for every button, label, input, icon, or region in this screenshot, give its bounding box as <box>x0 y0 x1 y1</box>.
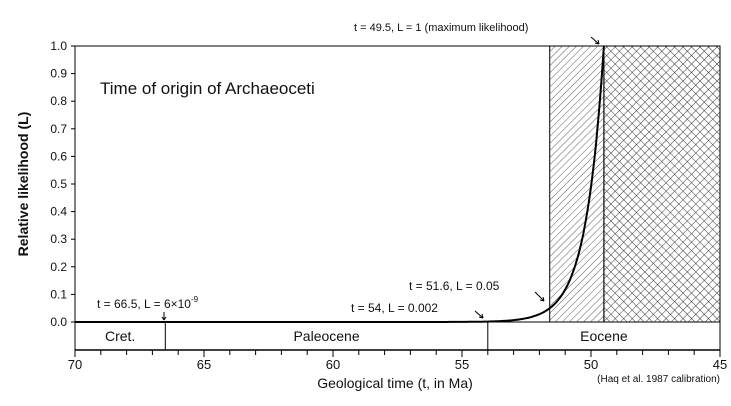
arrow-54 <box>474 310 484 319</box>
y-tick-label: 0.7 <box>50 122 67 136</box>
x-tick-label: 65 <box>197 357 211 372</box>
y-tick-label: 0.0 <box>50 315 67 329</box>
y-tick-label: 0.9 <box>50 67 67 81</box>
shaded-region-cross-hatch <box>603 45 721 323</box>
y-tick-label: 0.4 <box>50 205 67 219</box>
annotation-51-6: t = 51.6, L = 0.05 <box>409 279 500 293</box>
annotation-66-5: t = 66.5, L = 6×10-9 <box>97 295 199 311</box>
annotation-54: t = 54, L = 0.002 <box>351 301 438 315</box>
chart-title: Time of origin of Archaeoceti <box>100 79 315 98</box>
x-tick-label: 55 <box>455 357 469 372</box>
y-tick-label: 0.3 <box>50 232 67 246</box>
y-tick-label: 1.0 <box>50 39 67 53</box>
y-axis-label: Relative likelihood (L) <box>15 112 31 257</box>
arrow-66-5 <box>161 312 167 321</box>
annotation-max: t = 49.5, L = 1 (maximum likelihood) <box>354 22 528 34</box>
y-tick-label: 0.2 <box>50 260 67 274</box>
y-tick-label: 0.6 <box>50 149 67 163</box>
y-tick-label: 0.5 <box>50 177 67 191</box>
y-tick-label: 0.1 <box>50 287 67 301</box>
arrow-max <box>590 36 600 45</box>
x-tick-label: 70 <box>68 357 82 372</box>
x-tick-label: 45 <box>713 357 727 372</box>
shaded-region-diagonal-hatch <box>549 45 605 323</box>
epoch-label: Cret. <box>105 328 135 344</box>
y-tick-label: 0.8 <box>50 94 67 108</box>
x-tick-label: 60 <box>326 357 340 372</box>
likelihood-curve <box>75 45 605 323</box>
x-tick-label: 50 <box>584 357 598 372</box>
x-axis-label: Geological time (t, in Ma) <box>317 375 473 391</box>
epoch-label: Paleocene <box>293 328 359 344</box>
epoch-label: Eocene <box>580 328 628 344</box>
arrow-51-6 <box>534 291 545 302</box>
calibration-note: (Haq et al. 1987 calibration) <box>597 374 720 385</box>
